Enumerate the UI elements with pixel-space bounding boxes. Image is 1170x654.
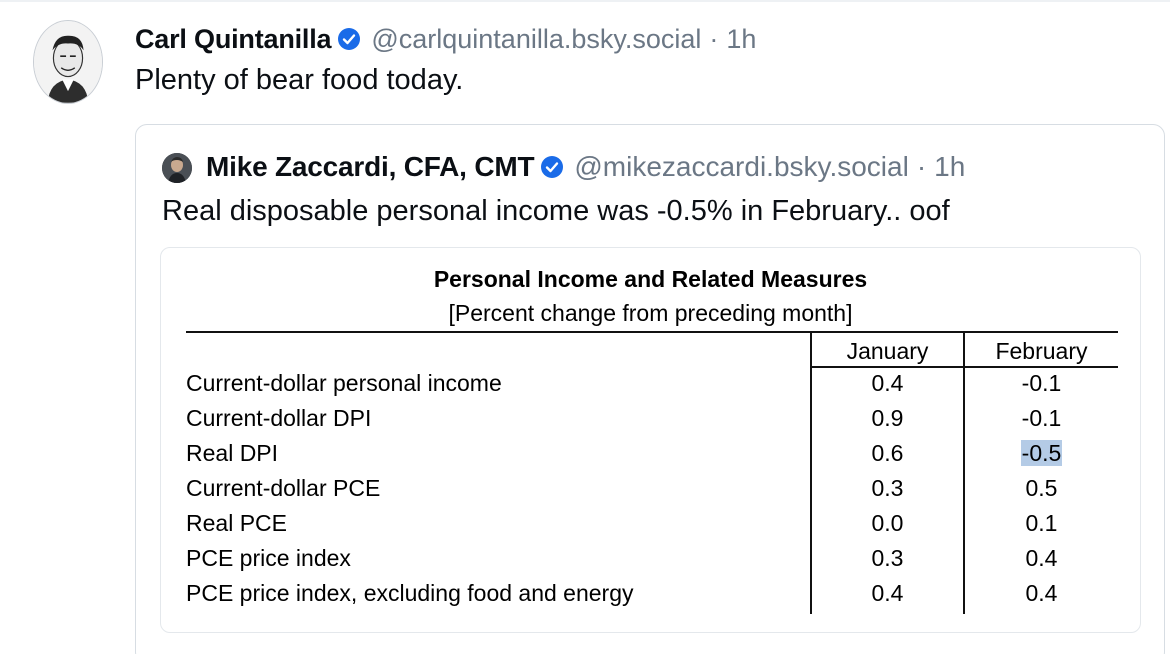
table-cell: 0.9	[871, 405, 904, 431]
meta-separator: ·	[709, 23, 719, 54]
author-handle[interactable]: @carlquintanilla.bsky.social	[371, 23, 702, 54]
table-row-label: Current-dollar DPI	[186, 405, 372, 431]
table-cell: 0.3	[871, 545, 904, 571]
quoted-author-handle[interactable]: @mikezaccardi.bsky.social	[574, 151, 909, 182]
table-cell: 0.3	[871, 475, 904, 501]
table-row-label: Current-dollar personal income	[186, 370, 502, 396]
post-timestamp[interactable]: 1h	[726, 23, 757, 54]
column-header-february: February	[995, 338, 1088, 364]
table-row-label: Real PCE	[186, 510, 287, 536]
verified-check-icon	[337, 27, 361, 51]
table-row-label: Current-dollar PCE	[186, 475, 381, 501]
quoted-post-timestamp[interactable]: 1h	[934, 151, 966, 182]
quoted-author-avatar[interactable]	[162, 153, 192, 183]
table-cell: 0.4	[871, 580, 904, 606]
column-header-january: January	[846, 338, 929, 364]
table-subtitle: [Percent change from preceding month]	[448, 300, 853, 326]
meta-separator: ·	[916, 151, 927, 182]
table-cell: 0.1	[1025, 510, 1058, 536]
table-cell: 0.4	[871, 370, 904, 396]
top-divider	[0, 0, 1170, 2]
verified-check-icon	[540, 155, 564, 179]
table-cell: 0.4	[1025, 545, 1058, 571]
table-column-divider	[963, 332, 965, 614]
post-header: Carl Quintanilla @carlquintanilla.bsky.s…	[135, 22, 756, 56]
table-cell: 0.4	[1025, 580, 1058, 606]
table-row-label: Real DPI	[186, 440, 279, 466]
table-top-rule	[186, 331, 1118, 333]
embedded-table-image[interactable]: Personal Income and Related Measures [Pe…	[160, 247, 1141, 633]
table-cell: 0.5	[1025, 475, 1058, 501]
table-column-divider	[810, 332, 812, 614]
quoted-author-name[interactable]: Mike Zaccardi, CFA, CMT	[206, 151, 535, 182]
author-avatar[interactable]	[33, 20, 103, 104]
quoted-avatar-portrait	[162, 153, 192, 183]
table-cell-highlighted: -0.5	[1020, 440, 1063, 466]
table-cell: 0.6	[871, 440, 904, 466]
table-cell: -0.1	[1021, 370, 1062, 396]
table-cell: -0.1	[1021, 405, 1062, 431]
author-name[interactable]: Carl Quintanilla	[135, 23, 332, 54]
quoted-post-header: Mike Zaccardi, CFA, CMT @mikezaccardi.bs…	[206, 149, 965, 185]
table-cell: 0.0	[871, 510, 904, 536]
table-row-label: PCE price index	[186, 545, 351, 571]
quoted-post-card[interactable]: Mike Zaccardi, CFA, CMT @mikezaccardi.bs…	[135, 124, 1165, 654]
post-text: Plenty of bear food today.	[135, 64, 464, 96]
quoted-post-text: Real disposable personal income was -0.5…	[162, 195, 950, 227]
table-title: Personal Income and Related Measures	[433, 266, 868, 292]
avatar-portrait	[34, 21, 102, 103]
table-row-label: PCE price index, excluding food and ener…	[186, 580, 634, 606]
